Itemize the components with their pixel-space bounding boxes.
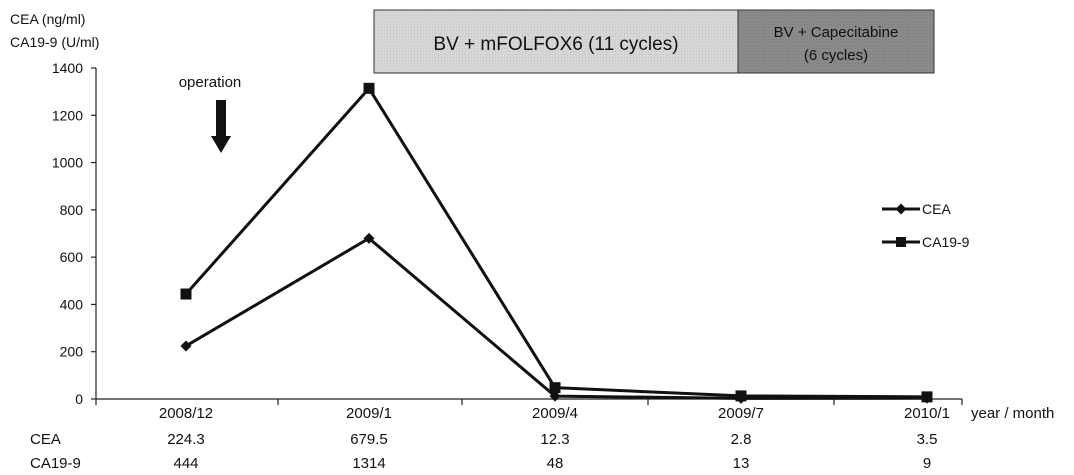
legend-label: CEA	[922, 201, 951, 217]
treatment-bar-mfolfox6: BV + mFOLFOX6 (11 cycles)	[373, 9, 739, 74]
operation-arrow-icon	[211, 100, 231, 153]
series-ca19-9	[180, 82, 933, 403]
legend-label: CA19-9	[922, 234, 970, 250]
table-cell: 1314	[352, 455, 385, 472]
diamond-marker	[549, 390, 561, 402]
series-line	[184, 86, 928, 399]
operation-annotation-label: operation	[179, 74, 242, 91]
square-marker	[735, 390, 747, 402]
square-marker	[180, 288, 192, 300]
y-tick-label: 800	[60, 202, 84, 218]
treatment-bar-capecitabine: BV + Capecitabine (6 cycles)	[737, 9, 935, 74]
table-cell: 48	[547, 455, 564, 472]
treatment-bar-mfolfox6-label: BV + mFOLFOX6 (11 cycles)	[433, 34, 678, 55]
table-cell: 9	[923, 455, 931, 472]
table-cell: 679.5	[350, 431, 388, 448]
diamond-marker	[363, 232, 375, 244]
table-cell: 3.5	[917, 431, 938, 448]
table-row-label: CEA	[30, 431, 61, 448]
square-marker	[896, 237, 906, 247]
x-tick-label: 2010/1	[904, 405, 950, 422]
x-tick-label: 2009/4	[532, 405, 578, 422]
legend-item: CEA	[882, 201, 951, 217]
y-axis-title-line-1: CEA (ng/ml)	[10, 11, 85, 27]
square-marker	[549, 382, 561, 394]
y-tick-label: 200	[60, 344, 84, 360]
y-tick-label: 1000	[52, 155, 83, 171]
y-tick-label: 1200	[52, 107, 83, 123]
legend-item: CA19-9	[882, 234, 970, 250]
table-cell: 2.8	[731, 431, 752, 448]
x-axis-title: year / month	[971, 405, 1054, 422]
series-line	[185, 236, 928, 400]
y-tick-label: 600	[60, 249, 84, 265]
treatment-bar-capecitabine-label-line-2: (6 cycles)	[804, 47, 868, 64]
y-tick-label: 0	[75, 391, 83, 407]
treatment-bar-capecitabine-box	[737, 9, 935, 74]
table-cell: 224.3	[167, 431, 205, 448]
y-tick-label: 1400	[52, 60, 83, 76]
diamond-marker	[180, 340, 192, 352]
treatment-bar-capecitabine-label-line-1: BV + Capecitabine	[774, 24, 899, 41]
table-row-label: CA19-9	[30, 455, 81, 472]
diamond-marker	[895, 203, 907, 215]
series-cea	[180, 232, 933, 404]
table-cell: 13	[733, 455, 750, 472]
treatment-bar-mfolfox6-box	[373, 9, 739, 74]
x-tick-label: 2009/1	[346, 405, 392, 422]
table-row: CA19-9 444 1314 48 13 9	[30, 455, 931, 472]
x-tick-label: 2008/12	[159, 405, 213, 422]
y-tick-label: 400	[60, 296, 84, 312]
square-marker	[921, 391, 933, 403]
table-cell: 12.3	[540, 431, 569, 448]
table-cell: 444	[173, 455, 198, 472]
square-marker	[363, 82, 375, 94]
table-row: CEA 224.3 679.5 12.3 2.8 3.5	[30, 431, 937, 448]
x-tick-label: 2009/7	[718, 405, 764, 422]
y-axis-title-line-2: CA19-9 (U/ml)	[10, 34, 99, 50]
